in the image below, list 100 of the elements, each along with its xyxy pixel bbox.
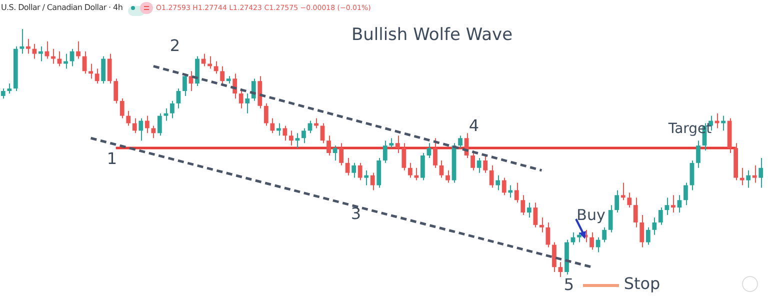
candlestick	[120, 98, 124, 119]
candlestick	[633, 197, 638, 228]
candlestick	[364, 170, 369, 186]
candlestick	[671, 194, 676, 214]
candlestick	[546, 222, 550, 248]
candlestick	[270, 118, 275, 134]
candlestick	[339, 142, 344, 166]
candlestick	[489, 164, 494, 188]
candlestick	[101, 56, 106, 84]
candlestick	[602, 226, 607, 243]
candlestick	[664, 197, 670, 216]
candlestick	[282, 125, 288, 142]
candlestick	[677, 194, 682, 214]
candlestick	[620, 182, 626, 201]
candlestick	[570, 232, 576, 246]
candlestick	[7, 83, 12, 94]
candlestick	[114, 78, 118, 104]
candlestick	[395, 135, 400, 154]
candlestick	[446, 170, 450, 184]
candlestick	[439, 160, 444, 178]
candlestick	[170, 100, 174, 119]
annotation: 1	[106, 149, 118, 168]
candlestick	[690, 160, 694, 191]
annotation: Buy	[576, 206, 606, 224]
candlestick	[151, 125, 156, 139]
candlestick	[752, 164, 757, 184]
candlestick	[526, 202, 532, 218]
candlestick	[314, 118, 318, 129]
candlestick	[684, 182, 688, 206]
candlestick	[208, 56, 212, 70]
candlestick	[646, 226, 650, 246]
candlestick	[276, 122, 281, 136]
candlestick	[520, 194, 526, 216]
candlestick	[558, 262, 563, 278]
candlestick	[758, 157, 764, 188]
candlestick	[26, 38, 30, 54]
annotation: Stop	[624, 274, 660, 293]
candlestick	[658, 207, 663, 226]
candlestick	[326, 135, 331, 156]
chart-title: Bullish Wolfe Wave	[351, 25, 513, 45]
candlestick	[652, 216, 657, 236]
candlestick	[157, 112, 162, 136]
candlestick	[483, 154, 488, 174]
candlestick	[352, 162, 356, 178]
candlestick	[238, 88, 244, 109]
candlestick	[627, 192, 632, 208]
candlestick	[514, 182, 519, 204]
candlestick	[608, 204, 613, 233]
candlestick	[614, 190, 620, 214]
candlestick	[358, 162, 362, 181]
candlestick	[533, 202, 538, 228]
candlestick	[389, 138, 394, 149]
candlestick	[88, 63, 93, 80]
candlestick	[214, 60, 218, 74]
candlestick	[132, 118, 137, 134]
candlestick	[476, 157, 482, 174]
candlestick	[38, 46, 43, 62]
annotation: 4	[468, 116, 480, 135]
candlestick	[0, 88, 6, 99]
candlestick	[746, 170, 751, 188]
candlestick	[470, 150, 475, 171]
candlestick	[64, 53, 68, 70]
chart-subtitle: U.S. Dollar / Canadian Dollar · 4h	[1, 3, 123, 12]
candlestick	[44, 40, 50, 60]
candlestick	[176, 88, 181, 109]
candlestick	[20, 28, 24, 54]
candlestick	[502, 177, 506, 196]
candlestick	[370, 172, 375, 191]
candlestick	[577, 232, 582, 243]
candlestick	[496, 174, 500, 191]
candlestick	[302, 128, 306, 144]
candlestick	[164, 108, 168, 122]
candlestick	[552, 242, 556, 273]
candlestick	[264, 102, 268, 126]
candlestick	[32, 43, 37, 60]
candlestick	[539, 216, 544, 233]
candlestick	[107, 53, 112, 84]
candlestick	[295, 132, 300, 149]
candlestick	[508, 184, 513, 198]
candlestick	[138, 118, 144, 142]
candlestick	[402, 142, 406, 171]
candlestick	[420, 152, 425, 181]
candlestick	[426, 142, 432, 158]
candlestick	[414, 167, 419, 181]
candlestick	[144, 115, 150, 134]
candlestick	[308, 120, 312, 134]
annotation: 2	[170, 36, 180, 55]
candlestick	[382, 140, 388, 164]
candlestick	[245, 92, 250, 114]
candlestick	[289, 130, 294, 146]
annotation: 3	[350, 204, 362, 223]
candlestick	[126, 110, 131, 126]
candlestick	[320, 122, 325, 144]
candlestick	[590, 232, 594, 250]
candlestick	[408, 162, 412, 178]
candlestick	[345, 157, 350, 176]
candlestick	[696, 140, 700, 168]
candlestick	[332, 145, 338, 161]
candlestick	[740, 167, 744, 186]
candlestick	[433, 138, 438, 168]
